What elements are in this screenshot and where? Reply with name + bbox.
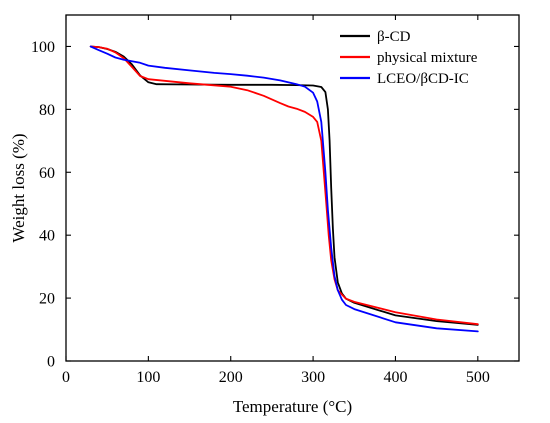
legend-label: β-CD xyxy=(377,29,411,45)
legend: β-CD physical mixture LCEO/βCD-IC xyxy=(340,29,478,87)
y-tick-label: 80 xyxy=(39,102,55,119)
series-line-2 xyxy=(89,45,479,326)
x-tick-label: 200 xyxy=(219,369,243,386)
x-tick-label: 100 xyxy=(136,369,160,386)
legend-label: physical mixture xyxy=(377,50,478,66)
y-tick-label: 100 xyxy=(31,39,55,56)
series-layer xyxy=(89,45,479,333)
legend-label: LCEO/βCD-IC xyxy=(377,71,469,87)
y-tick-label: 60 xyxy=(39,165,55,182)
y-axis-title: Weight loss (%) xyxy=(9,133,28,242)
y-tick-label: 0 xyxy=(47,354,55,371)
x-tick-label: 0 xyxy=(62,369,70,386)
plot-frame xyxy=(65,14,520,362)
x-tick-label: 400 xyxy=(383,369,407,386)
series-line-1 xyxy=(89,45,479,326)
x-tick-label: 300 xyxy=(301,369,325,386)
y-tick-label: 40 xyxy=(39,228,55,245)
y-tick-label: 20 xyxy=(39,291,55,308)
x-axis-title: Temperature (°C) xyxy=(233,397,352,416)
axis-ticks: 0 100 200 300 400 500 0 20 40 60 80 100 xyxy=(31,15,519,386)
series-line-3 xyxy=(89,45,479,333)
x-tick-label: 500 xyxy=(466,369,490,386)
